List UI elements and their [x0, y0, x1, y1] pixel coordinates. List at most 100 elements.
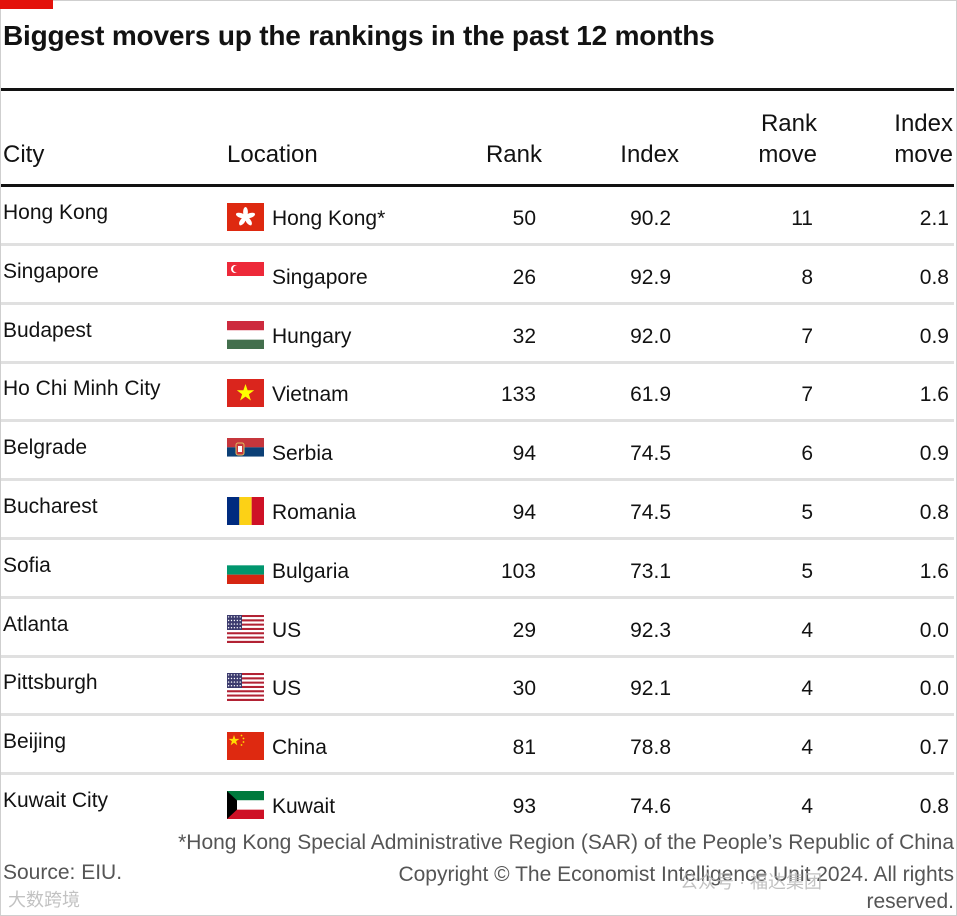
- romania-flag-icon: [227, 497, 264, 525]
- location-cell: Vietnam: [272, 383, 349, 407]
- index-cell: 74.5: [630, 442, 671, 466]
- table-row: Budapest Hungary 32 92.0 7 0.9: [1, 305, 954, 364]
- table-row: Singapore Singapore 26 92.9 8 0.8: [1, 246, 954, 305]
- rank-cell: 81: [512, 736, 536, 760]
- rank-cell: 103: [500, 559, 536, 583]
- table-row: Bucharest Romania 94 74.5 5 0.8: [1, 481, 954, 540]
- index-cell: 92.3: [630, 618, 671, 642]
- top-rule: [1, 88, 954, 91]
- rank-move-cell: 5: [801, 501, 813, 524]
- table-row: Beijing China 81 78.8 4 0.7: [1, 716, 954, 776]
- serbia-flag-icon: [227, 438, 264, 467]
- index-cell: 74.6: [630, 795, 671, 818]
- header-rank-move-line2: move: [758, 141, 817, 168]
- header-index-move-line2: move: [894, 141, 953, 168]
- index-cell: 90.2: [630, 207, 671, 230]
- city-cell: Belgrade: [3, 436, 88, 460]
- singapore-flag-icon: [227, 261, 264, 290]
- index-cell: 92.0: [630, 324, 671, 348]
- index-move-cell: 0.0: [919, 618, 949, 642]
- index-move-cell: 0.8: [919, 795, 949, 818]
- index-move-cell: 0.9: [919, 324, 949, 348]
- hungary-flag-icon: [227, 320, 264, 349]
- location-cell: Singapore: [272, 265, 368, 289]
- city-cell: Atlanta: [3, 612, 69, 636]
- location-cell: Romania: [272, 501, 357, 524]
- location-cell: US: [272, 677, 302, 701]
- hong-kong-flag-icon: [227, 203, 264, 231]
- location-cell: US: [272, 618, 302, 642]
- index-cell: 78.8: [630, 736, 671, 760]
- rank-cell: 94: [512, 501, 536, 524]
- china-flag-icon: [227, 732, 264, 761]
- index-move-cell: 0.0: [919, 677, 949, 701]
- city-cell: Pittsburgh: [3, 671, 98, 695]
- index-move-cell: 0.7: [919, 736, 949, 760]
- copyright-note: Copyright © The Economist Intelligence U…: [394, 861, 954, 915]
- header-rank-move-line1: Rank: [760, 110, 817, 137]
- city-cell: Ho Chi Minh City: [3, 377, 161, 401]
- accent-bar: [0, 0, 53, 9]
- rank-move-cell: 4: [801, 736, 813, 760]
- header-index-move-line1: Index: [894, 110, 953, 137]
- rank-move-cell: 11: [791, 207, 813, 230]
- rank-move-cell: 6: [801, 442, 813, 466]
- rank-move-cell: 7: [801, 383, 813, 407]
- index-move-cell: 2.1: [919, 207, 949, 230]
- table-row: Ho Chi Minh City Vietnam 133 61.9 7 1.6: [1, 363, 954, 423]
- table-row: Kuwait City Kuwait 93 74.6 4 0.8: [1, 775, 954, 831]
- header-rank-move: Rank move: [758, 108, 817, 170]
- table-row: Hong Kong Hong Kong* 50 90.2 11 2.1: [1, 187, 954, 246]
- rank-cell: 133: [500, 383, 536, 407]
- header-rank: Rank: [485, 141, 542, 168]
- table-row: Pittsburgh US 30 92.1 4 0.0: [1, 657, 954, 717]
- table-row: Belgrade Serbia 94 74.5 6 0.9: [1, 422, 954, 482]
- city-cell: Sofia: [3, 553, 51, 577]
- watermark-left: 大数跨境: [8, 890, 80, 910]
- source-note: Source: EIU.: [3, 861, 123, 884]
- header-rule: [1, 184, 954, 187]
- kuwait-flag-icon: [227, 791, 264, 819]
- rank-cell: 93: [512, 795, 536, 818]
- location-cell: Hungary: [272, 324, 352, 348]
- rank-cell: 50: [512, 207, 536, 230]
- rank-move-cell: 8: [801, 265, 813, 289]
- index-cell: 92.1: [630, 677, 671, 701]
- table-row: Sofia Bulgaria 103 73.1 5 1.6: [1, 540, 954, 599]
- index-move-cell: 1.6: [919, 383, 949, 407]
- index-cell: 73.1: [630, 559, 671, 583]
- rank-move-cell: 4: [801, 795, 813, 818]
- vietnam-flag-icon: [227, 379, 264, 408]
- header-location: Location: [227, 141, 318, 168]
- rank-cell: 26: [512, 265, 536, 289]
- location-cell: China: [272, 736, 327, 760]
- bulgaria-flag-icon: [227, 555, 264, 584]
- rank-move-cell: 4: [801, 618, 813, 642]
- location-cell: Serbia: [272, 442, 333, 466]
- rank-cell: 32: [512, 324, 536, 348]
- city-cell: Bucharest: [3, 495, 98, 518]
- chart-title: Biggest movers up the rankings in the pa…: [3, 20, 715, 51]
- city-cell: Singapore: [3, 259, 99, 283]
- header-index: Index: [620, 141, 679, 168]
- location-cell: Hong Kong*: [272, 207, 386, 230]
- index-move-cell: 0.8: [919, 501, 949, 524]
- rank-move-cell: 5: [801, 559, 813, 583]
- city-cell: Hong Kong: [3, 201, 109, 224]
- watermark-right: 公众号 · 福达集团: [680, 872, 822, 892]
- copyright-line1: Copyright © The Economist Intelligence U…: [398, 863, 954, 886]
- city-cell: Kuwait City: [3, 789, 109, 812]
- footnote: *Hong Kong Special Administrative Region…: [178, 831, 954, 854]
- location-cell: Bulgaria: [272, 559, 350, 583]
- rank-cell: 30: [512, 677, 536, 701]
- location-cell: Kuwait: [272, 795, 336, 818]
- us-flag-icon: [227, 673, 264, 702]
- index-cell: 92.9: [630, 265, 671, 289]
- index-cell: 61.9: [630, 383, 671, 407]
- us-flag-icon: [227, 614, 264, 643]
- copyright-line2: reserved.: [866, 890, 954, 913]
- index-move-cell: 0.9: [919, 442, 949, 466]
- rank-cell: 94: [512, 442, 536, 466]
- city-cell: Beijing: [3, 730, 67, 754]
- rank-move-cell: 4: [801, 677, 813, 701]
